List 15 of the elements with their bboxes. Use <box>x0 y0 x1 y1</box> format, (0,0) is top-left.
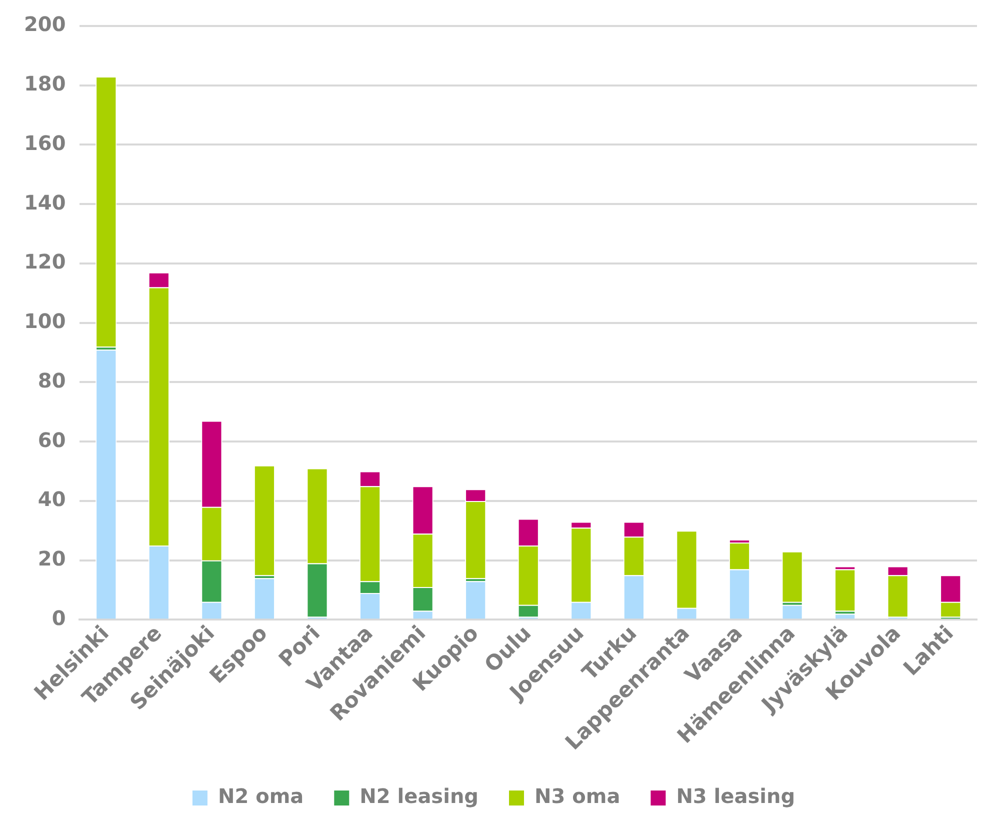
y-tick-label: 180 <box>24 72 66 96</box>
y-tick-label: 0 <box>52 606 66 630</box>
y-tick-label: 100 <box>24 309 66 334</box>
y-tick-label: 80 <box>38 368 66 392</box>
y-tick-label: 120 <box>24 250 66 274</box>
y-tick-label: 40 <box>38 487 66 512</box>
legend-label: N2 oma <box>218 784 304 808</box>
legend-label: N3 leasing <box>676 784 796 808</box>
y-tick-label: 200 <box>24 12 66 36</box>
legend-label: N2 leasing <box>360 784 479 808</box>
y-tick-label: 60 <box>38 428 66 452</box>
y-tick-label: 140 <box>24 190 66 214</box>
y-tick-label: 20 <box>38 546 66 571</box>
y-tick-label: 160 <box>24 130 66 155</box>
legend-label: N3 oma <box>534 784 620 808</box>
